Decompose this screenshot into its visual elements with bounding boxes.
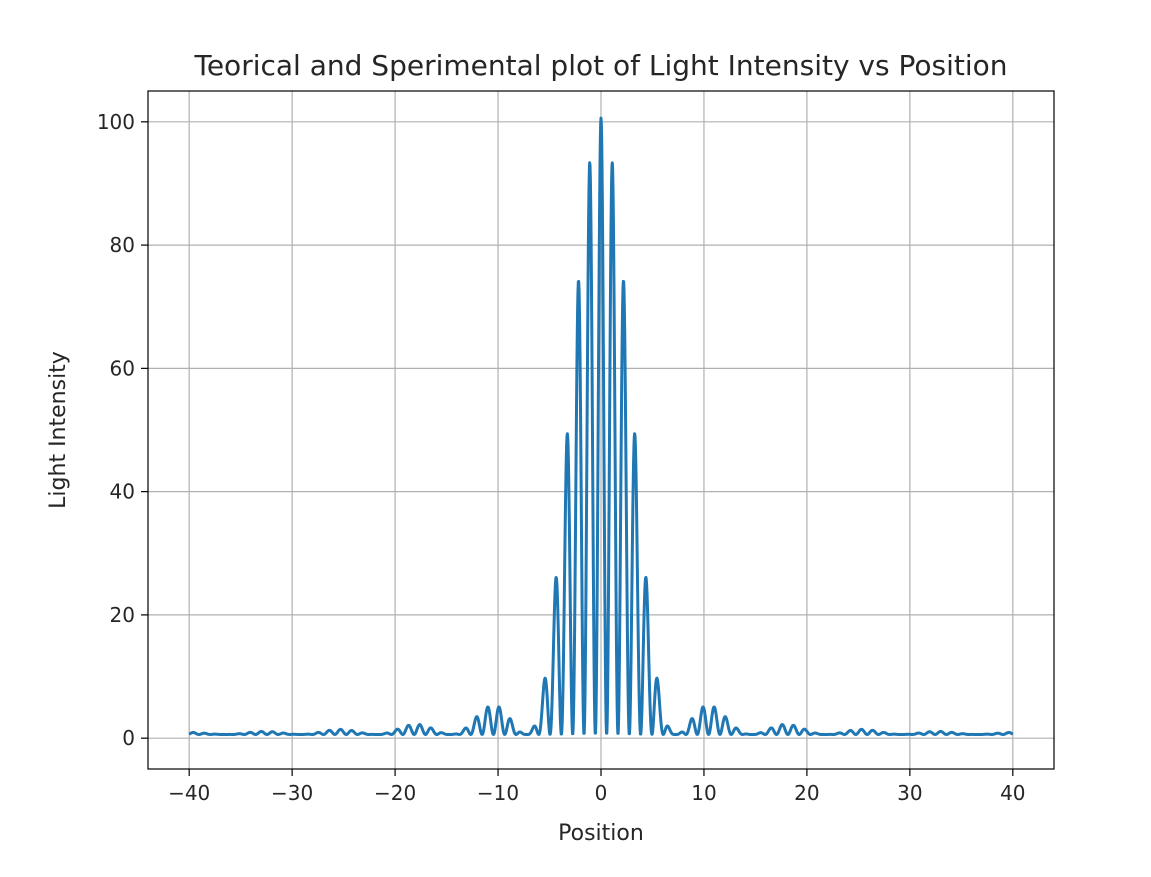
x-tick-label: 10 <box>691 781 716 805</box>
x-tick-label: −30 <box>271 781 313 805</box>
chart-title: Teorical and Sperimental plot of Light I… <box>193 49 1007 82</box>
y-tick-label: 0 <box>122 726 135 750</box>
x-tick-label: −40 <box>168 781 210 805</box>
x-tick-label: 0 <box>595 781 608 805</box>
y-tick-label: 100 <box>97 110 135 134</box>
x-tick-label: 20 <box>794 781 819 805</box>
y-tick-label: 40 <box>110 480 135 504</box>
series-layer <box>188 116 1014 736</box>
x-axis-label: Position <box>558 821 644 846</box>
x-tick-label: −10 <box>477 781 519 805</box>
y-tick-label: 60 <box>110 356 135 380</box>
y-tick-label: 80 <box>110 233 135 257</box>
x-tick-label: −20 <box>374 781 416 805</box>
tick-layer: −40 −30 −20 −10 0 10 20 30 40 0 20 40 60 80 100 <box>97 110 1026 805</box>
y-axis-label: Light Intensity <box>46 351 71 509</box>
x-tick-label: 40 <box>1000 781 1025 805</box>
y-tick-label: 20 <box>110 603 135 627</box>
x-tick-label: 30 <box>897 781 922 805</box>
blue-series-line <box>188 116 1014 736</box>
